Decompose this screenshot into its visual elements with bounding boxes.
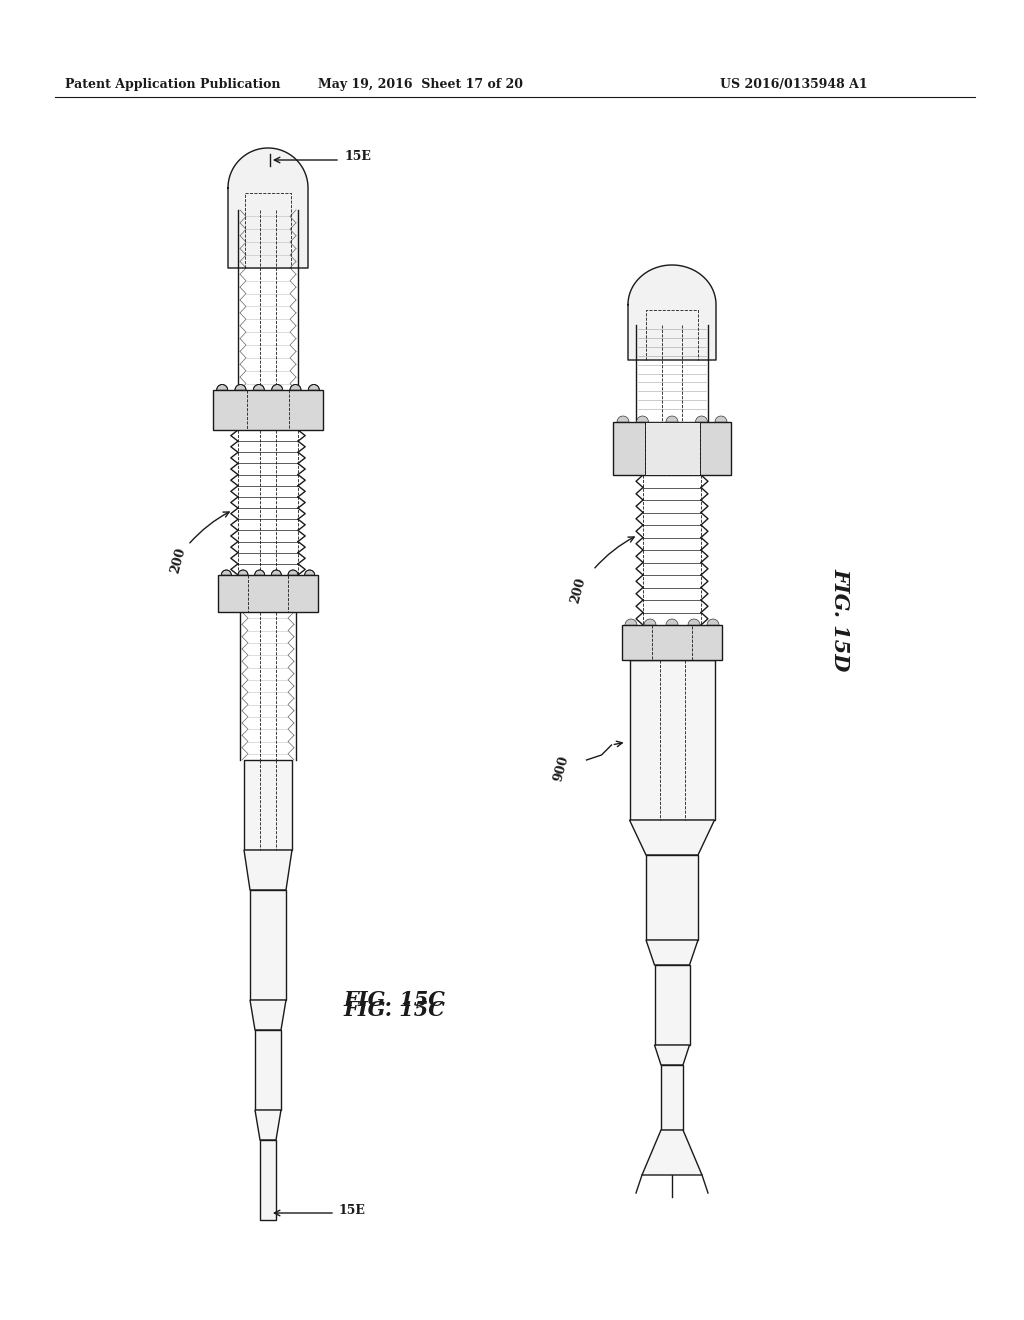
Wedge shape xyxy=(253,384,264,389)
Wedge shape xyxy=(688,619,700,624)
Wedge shape xyxy=(666,619,678,624)
Bar xyxy=(218,576,318,612)
Text: 15E: 15E xyxy=(338,1204,365,1217)
Wedge shape xyxy=(271,384,283,389)
Wedge shape xyxy=(666,416,678,422)
Wedge shape xyxy=(221,570,231,576)
Bar xyxy=(213,389,323,430)
Wedge shape xyxy=(234,384,246,389)
Polygon shape xyxy=(642,1130,702,1175)
Wedge shape xyxy=(271,570,282,576)
Wedge shape xyxy=(305,570,314,576)
Polygon shape xyxy=(628,265,716,360)
Bar xyxy=(250,890,286,1001)
Wedge shape xyxy=(290,384,301,389)
Bar xyxy=(644,422,699,475)
Wedge shape xyxy=(288,570,298,576)
Polygon shape xyxy=(250,1001,286,1030)
Wedge shape xyxy=(217,384,227,389)
Polygon shape xyxy=(630,820,715,855)
Wedge shape xyxy=(625,619,637,624)
Bar xyxy=(646,855,698,940)
Polygon shape xyxy=(255,1110,281,1140)
Wedge shape xyxy=(255,570,264,576)
Text: 200: 200 xyxy=(168,545,187,574)
Wedge shape xyxy=(238,570,248,576)
Bar xyxy=(255,1030,281,1110)
Wedge shape xyxy=(308,384,319,389)
Wedge shape xyxy=(707,619,719,624)
Text: 200: 200 xyxy=(568,576,588,605)
Polygon shape xyxy=(646,940,698,965)
Text: FIG. 15C: FIG. 15C xyxy=(343,1001,444,1020)
Bar xyxy=(654,965,689,1045)
Bar xyxy=(630,660,715,820)
Wedge shape xyxy=(644,619,656,624)
Polygon shape xyxy=(244,850,292,890)
Bar xyxy=(613,422,731,475)
Wedge shape xyxy=(637,416,648,422)
Polygon shape xyxy=(228,148,308,268)
Text: FIG. 15C: FIG. 15C xyxy=(343,990,444,1010)
Polygon shape xyxy=(654,1045,689,1065)
Bar xyxy=(244,760,292,850)
Text: US 2016/0135948 A1: US 2016/0135948 A1 xyxy=(720,78,867,91)
Text: 15E: 15E xyxy=(344,150,371,164)
Bar xyxy=(662,1065,683,1130)
Text: Patent Application Publication: Patent Application Publication xyxy=(65,78,281,91)
Wedge shape xyxy=(715,416,727,422)
Text: FIG. 15D: FIG. 15D xyxy=(830,569,850,672)
Bar xyxy=(622,624,722,660)
Text: May 19, 2016  Sheet 17 of 20: May 19, 2016 Sheet 17 of 20 xyxy=(317,78,522,91)
Text: 900: 900 xyxy=(552,754,571,783)
Wedge shape xyxy=(695,416,708,422)
Bar xyxy=(260,1140,276,1220)
Wedge shape xyxy=(617,416,629,422)
